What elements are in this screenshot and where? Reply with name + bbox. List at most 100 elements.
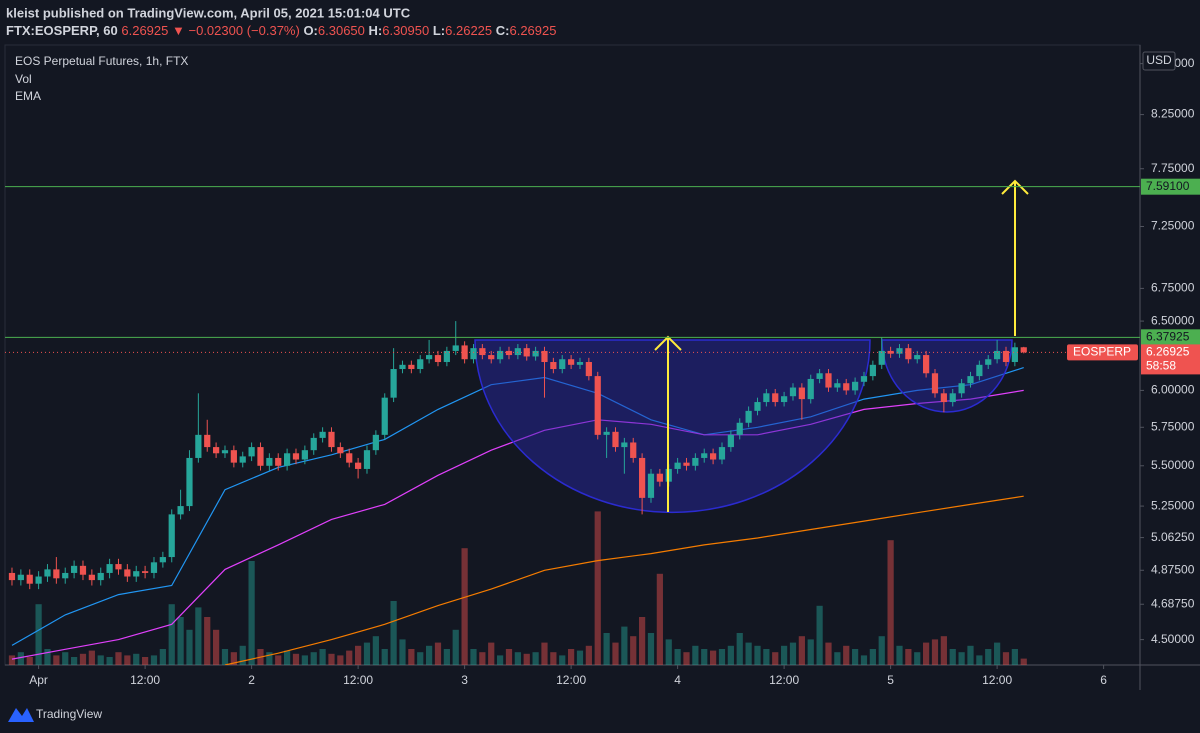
volume-bar xyxy=(8,655,16,665)
candle-body xyxy=(337,447,344,454)
candle-body xyxy=(124,569,131,577)
candle-body xyxy=(958,383,965,394)
volume-bar xyxy=(647,633,655,665)
candle-body xyxy=(17,574,24,581)
candle-body xyxy=(53,569,60,579)
volume-bar xyxy=(603,633,610,665)
candle-body xyxy=(488,355,495,360)
ohlc-value: 6.26925 xyxy=(509,23,556,38)
volume-bar xyxy=(914,652,921,665)
volume-bar xyxy=(452,629,459,665)
volume-bar xyxy=(568,649,575,665)
candle-body xyxy=(727,434,734,448)
volume-bar xyxy=(523,653,530,665)
symbol-tag xyxy=(1067,344,1138,361)
volume-bar xyxy=(186,629,193,665)
x-tick-label: 2 xyxy=(248,673,255,687)
volume-bar xyxy=(461,548,468,665)
volume-bar xyxy=(834,652,841,665)
candle-body xyxy=(390,369,397,398)
candle-body xyxy=(204,434,211,448)
volume-bar xyxy=(35,604,42,665)
y-tick-label: 4.50000 xyxy=(1151,632,1195,646)
candle-body xyxy=(718,447,726,460)
ohlc-key: O: xyxy=(303,23,317,38)
ohlc-key: H: xyxy=(369,23,383,38)
volume-bar xyxy=(798,636,805,665)
candle-body xyxy=(621,442,628,448)
candle-body xyxy=(71,565,78,573)
volume-bar xyxy=(426,645,433,665)
volume-bar xyxy=(860,655,868,665)
candle-body xyxy=(1020,347,1027,353)
volume-bar xyxy=(905,649,912,665)
y-tick-label: 6.50000 xyxy=(1151,313,1195,327)
candle-body xyxy=(213,447,220,454)
candle-body xyxy=(408,364,415,370)
candle-body xyxy=(905,348,912,360)
volume-bar xyxy=(275,655,282,665)
volume-bar xyxy=(346,650,353,665)
candle-body xyxy=(789,387,797,397)
volume-bar xyxy=(150,655,158,665)
y-tick-label: 6.75000 xyxy=(1151,281,1195,295)
candle-body xyxy=(266,457,273,466)
candle-body xyxy=(869,364,876,377)
candle-body xyxy=(878,350,885,365)
x-tick-label: 12:00 xyxy=(769,673,799,687)
volume-bar xyxy=(710,650,717,665)
candle-body xyxy=(292,453,300,460)
candle-body xyxy=(550,362,557,370)
x-tick-label: Apr xyxy=(29,673,48,687)
volume-bar xyxy=(967,645,974,665)
volume-bar xyxy=(239,645,246,665)
candle-body xyxy=(852,381,859,391)
volume-bar xyxy=(869,649,876,665)
volume-bar xyxy=(949,649,956,665)
volume-bar xyxy=(763,649,770,665)
ohlc-value: 6.26225 xyxy=(445,23,492,38)
x-tick-label: 4 xyxy=(674,673,681,687)
volume-bar xyxy=(284,650,291,665)
candle-body xyxy=(177,506,184,515)
volume-pane xyxy=(8,511,1027,665)
candle-body xyxy=(399,364,406,370)
volume-bar xyxy=(159,649,166,665)
volume-bar xyxy=(878,636,885,665)
candle-body xyxy=(843,383,850,391)
volume-bar xyxy=(816,605,823,665)
candle-body xyxy=(159,557,166,563)
candle-body xyxy=(26,574,33,584)
volume-bar xyxy=(514,652,521,665)
candle-body xyxy=(754,402,761,411)
candle-body xyxy=(310,437,317,451)
price-line-label: 6.37925 xyxy=(1146,330,1190,344)
candle-body xyxy=(949,393,956,403)
candle-body xyxy=(8,572,16,581)
volume-bar xyxy=(248,561,255,665)
candle-body xyxy=(230,450,237,463)
volume-bar xyxy=(843,645,850,665)
candle-body xyxy=(248,447,255,457)
volume-bar xyxy=(736,633,743,665)
candle-body xyxy=(168,514,175,558)
axes: 8.750008.250007.750007.250006.750006.500… xyxy=(29,56,1194,687)
currency-badge[interactable] xyxy=(1142,51,1176,71)
volume-bar xyxy=(976,655,983,665)
candle-body xyxy=(683,462,690,466)
candle-body xyxy=(781,396,788,403)
volume-bar xyxy=(532,652,539,665)
volume-bar xyxy=(1011,649,1018,665)
ema-line xyxy=(11,367,1024,646)
candle-body xyxy=(514,348,521,356)
volume-bar xyxy=(328,653,335,665)
volume-bar xyxy=(1002,652,1010,665)
candle-body xyxy=(150,562,158,573)
candle-body xyxy=(106,564,113,573)
volume-bar xyxy=(372,636,379,665)
candle-body xyxy=(639,457,646,498)
y-tick-label: 7.75000 xyxy=(1151,161,1195,175)
candle-body xyxy=(568,359,575,365)
volume-bar xyxy=(479,652,486,665)
